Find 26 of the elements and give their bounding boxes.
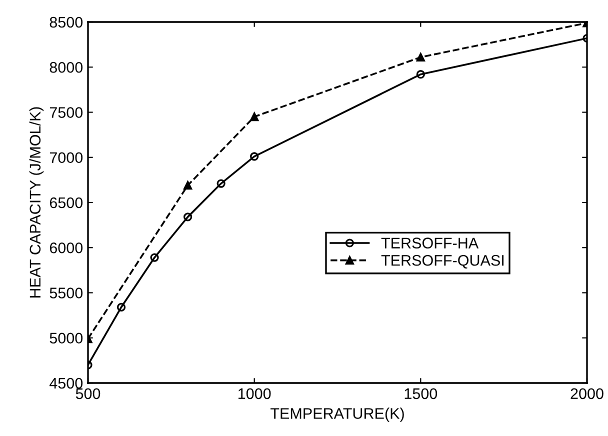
point xyxy=(416,52,425,62)
y-tick-label: 8000 xyxy=(50,62,83,73)
x-tick-label: 1000 xyxy=(238,388,271,400)
point xyxy=(250,152,259,161)
y-tick-label: 6500 xyxy=(50,197,83,208)
y-tick-label: 7500 xyxy=(50,107,83,118)
x-tick-label: 1500 xyxy=(404,388,438,400)
x-tick-label: 2000 xyxy=(570,388,604,400)
point xyxy=(416,70,425,79)
legend-label: TERSOFF-HA xyxy=(381,238,479,248)
point xyxy=(216,179,226,188)
y-axis-title: HEAT CAPACITY (J/MOL/K) xyxy=(29,107,44,298)
y-tick-label: 4500 xyxy=(50,378,83,389)
point xyxy=(183,212,192,222)
y-tick-label: 7000 xyxy=(50,152,83,164)
x-tick-label: 500 xyxy=(76,388,100,400)
point xyxy=(116,302,126,312)
x-axis-title: TEMPERATURE(K) xyxy=(270,408,404,422)
legend-label: TERSOFF-QUASI xyxy=(381,254,504,269)
y-tick-label: 6000 xyxy=(50,242,83,254)
y-tick-label: 8500 xyxy=(50,16,83,28)
point xyxy=(183,181,192,190)
point xyxy=(150,253,159,262)
point xyxy=(250,112,259,122)
y-tick-label: 5500 xyxy=(50,288,83,298)
y-tick-label: 5000 xyxy=(50,332,83,344)
